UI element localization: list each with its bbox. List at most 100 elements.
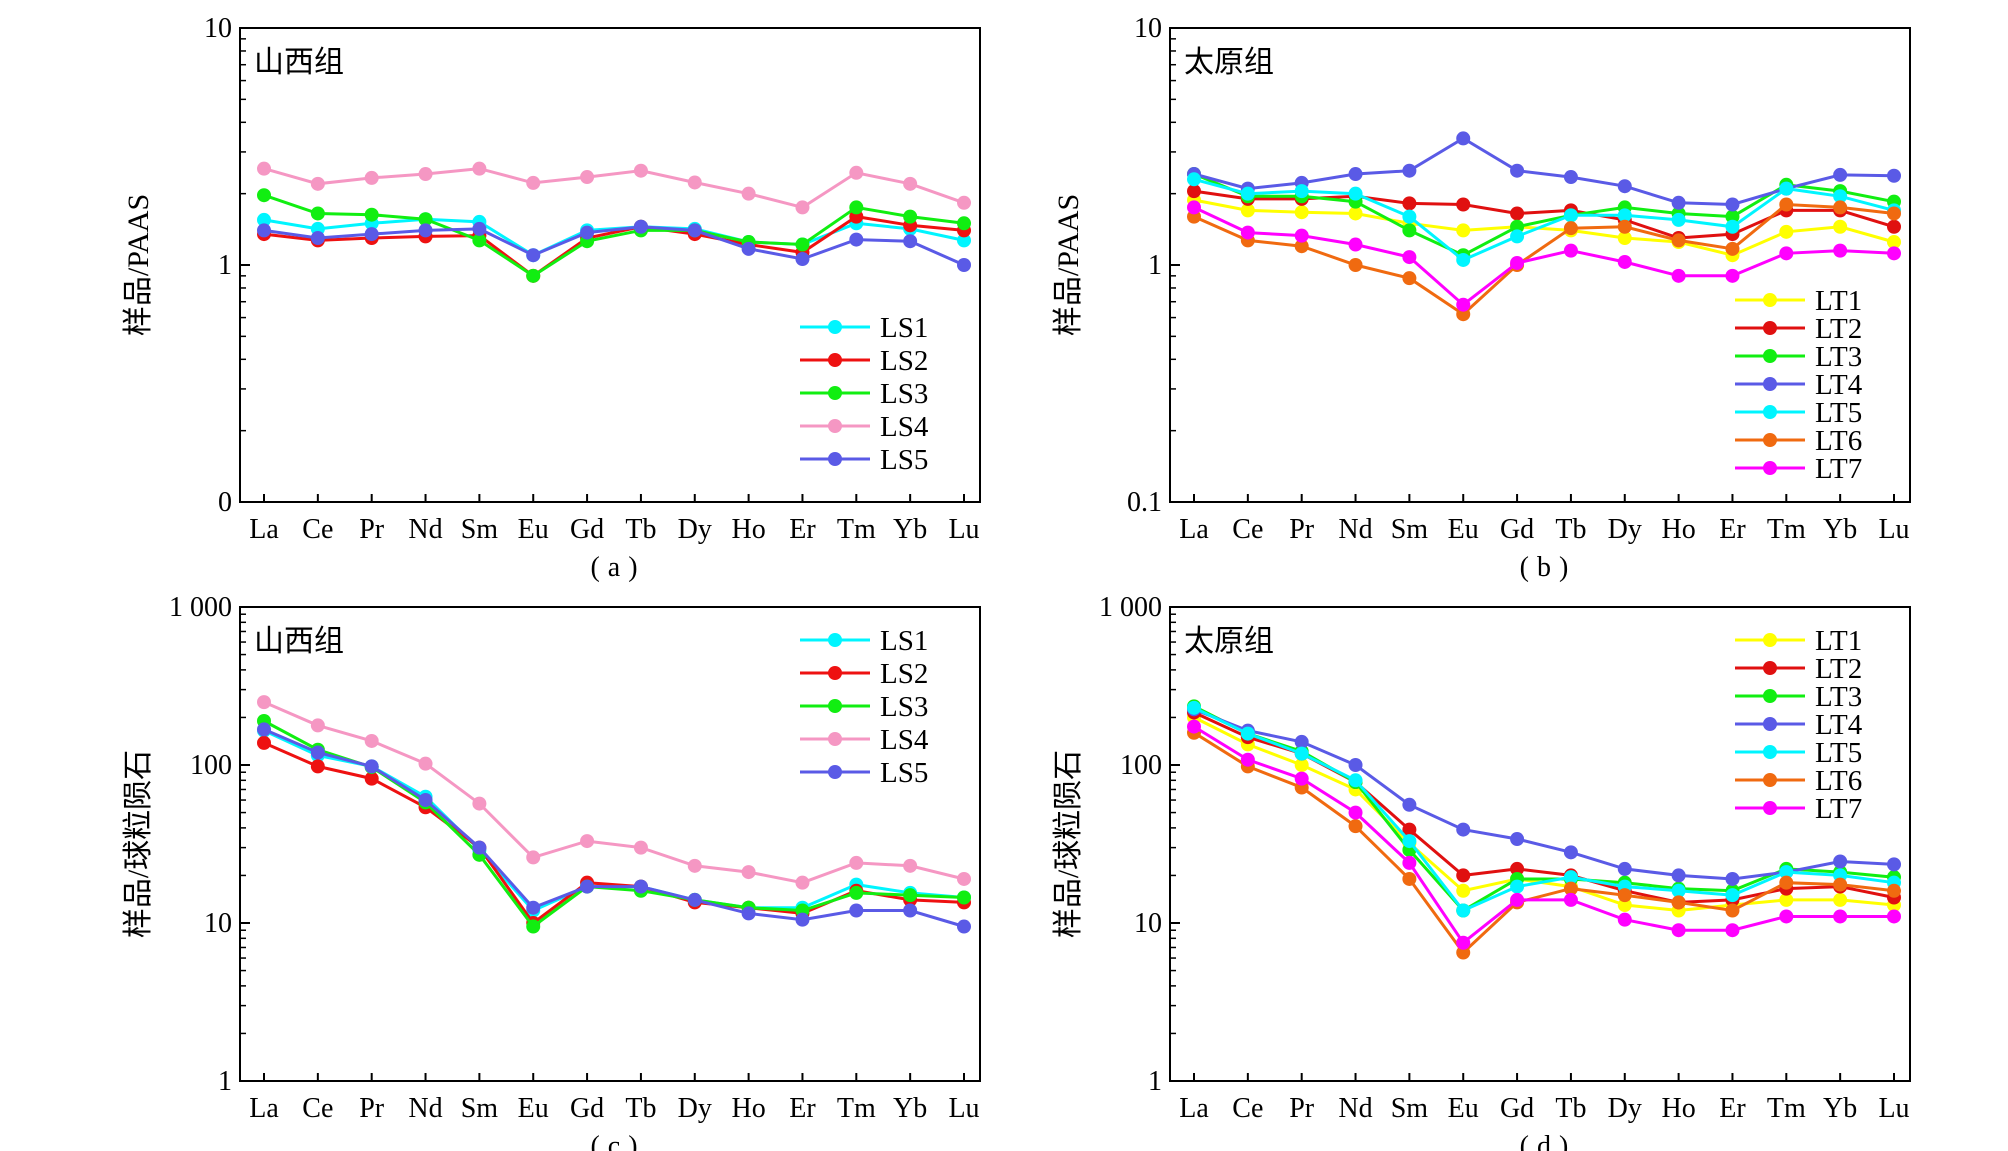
data-point-LS4	[418, 167, 433, 182]
data-point-LT6	[1402, 871, 1417, 886]
legend-label-LS2: LS2	[880, 345, 928, 377]
series-line-LT6	[1193, 731, 1895, 955]
legend-label-LT6: LT6	[1815, 765, 1862, 797]
data-point-LS3	[526, 268, 541, 283]
formation-title: 山西组	[254, 46, 344, 79]
data-point-LT4	[1887, 168, 1901, 183]
data-point-LT1	[1779, 224, 1794, 239]
x-tick-label: Nd	[1338, 1093, 1372, 1124]
series-line-LT7	[1193, 206, 1895, 307]
data-point-LT5	[1456, 252, 1471, 267]
data-point-LT6	[1563, 881, 1578, 896]
data-point-LS5	[741, 241, 756, 256]
data-point-LT7	[1240, 225, 1255, 240]
data-point-LT2	[1187, 184, 1201, 199]
legend-marker-LS3	[828, 386, 842, 400]
x-tick-label: Sm	[461, 1093, 499, 1124]
legend-label-LT2: LT2	[1815, 653, 1862, 685]
legend-marker-LS2	[828, 666, 842, 680]
y-tick-label: 1	[218, 250, 232, 281]
data-point-LT4	[1348, 167, 1363, 182]
data-point-LT4	[1348, 758, 1363, 772]
data-point-LT7	[1187, 719, 1201, 734]
data-point-LS5	[526, 248, 541, 263]
panel-caption: (a)	[590, 552, 645, 583]
x-tick-label: Lu	[1878, 1093, 1909, 1124]
legend-marker-LS4	[828, 732, 842, 746]
data-point-LT5	[1240, 186, 1255, 201]
x-tick-label: Nd	[1338, 514, 1372, 545]
data-point-LS3	[957, 216, 971, 231]
data-point-LS5	[364, 227, 379, 242]
data-point-LT7	[1402, 250, 1417, 265]
data-point-LS5	[310, 230, 325, 245]
data-point-LT5	[1187, 700, 1201, 715]
data-point-LT4	[1456, 822, 1471, 837]
y-axis-title: 样品/PAAS	[122, 194, 155, 336]
series-line-LT5	[1193, 177, 1895, 262]
data-point-LT3	[1725, 209, 1740, 224]
data-point-LS4	[257, 695, 271, 710]
series-line-LT5	[1193, 706, 1895, 913]
data-point-LS4	[849, 165, 864, 180]
legend-marker-LT2	[1763, 321, 1777, 335]
x-tick-label: La	[1179, 1093, 1209, 1124]
data-point-LT2	[1510, 206, 1525, 221]
x-tick-label: Gd	[570, 514, 604, 545]
data-point-LS5	[418, 793, 433, 808]
legend-marker-LT1	[1763, 293, 1777, 307]
data-point-LS3	[472, 233, 487, 248]
data-point-LT7	[1671, 923, 1686, 938]
data-point-LT7	[1779, 909, 1794, 924]
data-point-LT4	[1725, 197, 1740, 212]
legend-label-LT4: LT4	[1815, 369, 1863, 401]
x-tick-label: Pr	[1289, 514, 1315, 545]
legend-label-LT7: LT7	[1815, 453, 1862, 485]
legend-label-LS1: LS1	[880, 625, 928, 657]
x-tick-label: Ce	[302, 514, 333, 545]
x-tick-label: Dy	[678, 1093, 712, 1124]
formation-title: 太原组	[1184, 46, 1274, 79]
legend-label-LT3: LT3	[1815, 681, 1862, 713]
data-point-LT7	[1510, 892, 1525, 907]
data-point-LS5	[903, 903, 918, 918]
data-point-LS4	[957, 871, 971, 886]
data-point-LT4	[1833, 854, 1848, 869]
data-point-LS4	[741, 865, 756, 880]
data-point-LS3	[364, 207, 379, 222]
x-tick-label: La	[249, 1093, 279, 1124]
data-point-LT7	[1456, 935, 1471, 950]
data-point-LS3	[957, 890, 971, 905]
plot-frame	[1169, 606, 1911, 1082]
chart-panel-4: 1 10 100 1 000 La Ce Pr Nd Sm Eu Gd Tb Dy Ho Er Tm Yb Lu 样…	[1052, 592, 1911, 1151]
legend-marker-LT3	[1763, 349, 1777, 363]
panel-caption: (b)	[1520, 552, 1577, 583]
x-tick-label: Yb	[893, 1093, 927, 1124]
legend-marker-LT4	[1763, 377, 1777, 391]
x-tick-label: Sm	[461, 514, 499, 545]
chart-panel-1: 0 1 10 La Ce Pr Nd Sm Eu Gd Tb Dy Ho Er Tm Yb Lu 样品/PAAS 山…	[122, 13, 981, 583]
data-point-LT1	[1456, 223, 1471, 238]
data-point-LT7	[1348, 237, 1363, 252]
y-tick-label: 10	[204, 13, 232, 44]
y-axis-title: 样品/PAAS	[1052, 194, 1085, 336]
data-point-LT4	[1402, 797, 1417, 812]
data-point-LS5	[957, 258, 971, 272]
data-point-LT6	[1617, 888, 1632, 903]
data-point-LT6	[1402, 271, 1417, 286]
data-point-LS5	[795, 252, 810, 267]
data-point-LS3	[903, 209, 918, 224]
data-point-LT1	[1833, 892, 1848, 907]
data-point-LT6	[1294, 239, 1309, 254]
data-point-LS5	[472, 221, 487, 236]
legend-label-LS5: LS5	[880, 757, 928, 789]
data-point-LT5	[1725, 888, 1740, 903]
x-tick-label: Tm	[1767, 1093, 1806, 1124]
x-tick-label: Ce	[302, 1093, 333, 1124]
y-tick-label: 1 000	[1099, 592, 1162, 623]
data-point-LT7	[1833, 243, 1848, 258]
data-point-LS4	[580, 170, 595, 185]
x-tick-label: Gd	[570, 1093, 604, 1124]
